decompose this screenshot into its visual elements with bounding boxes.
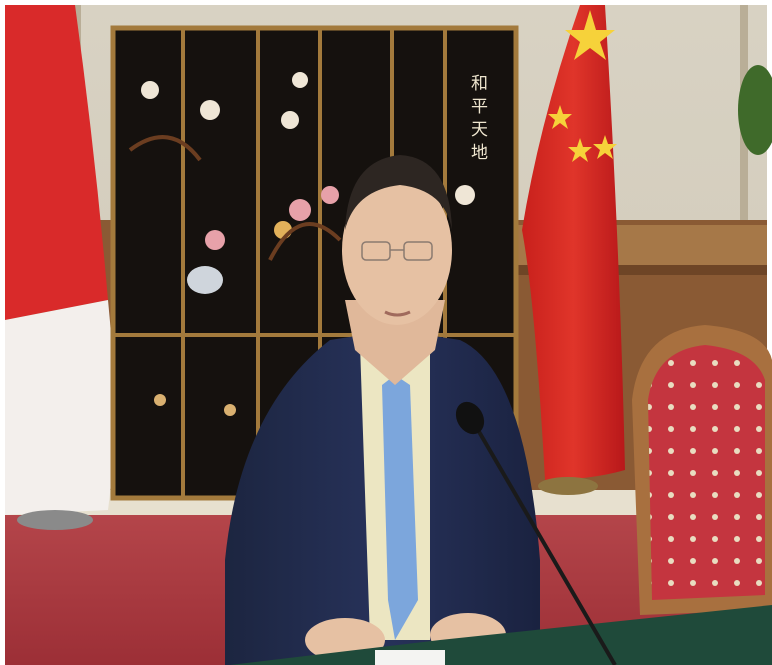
tie <box>382 375 418 640</box>
neck <box>345 300 445 385</box>
scene: 和平天地 <box>5 5 772 665</box>
flag-base <box>17 510 93 530</box>
flag-red <box>5 5 108 320</box>
wood-rail <box>515 265 767 275</box>
hair <box>345 155 452 230</box>
plant <box>738 65 772 155</box>
glasses <box>361 241 433 261</box>
microphone <box>455 401 485 435</box>
flag-base <box>538 477 598 495</box>
paper <box>375 650 445 665</box>
screen-flowers <box>128 72 475 416</box>
chair-cushion <box>648 345 765 600</box>
table <box>230 605 772 665</box>
flag-white <box>5 300 114 515</box>
mic-stand <box>476 428 617 665</box>
mouth <box>384 310 411 317</box>
flag-stars <box>548 10 617 162</box>
screen-inscription: 和平天地 <box>467 74 488 166</box>
china-flag <box>522 5 625 480</box>
